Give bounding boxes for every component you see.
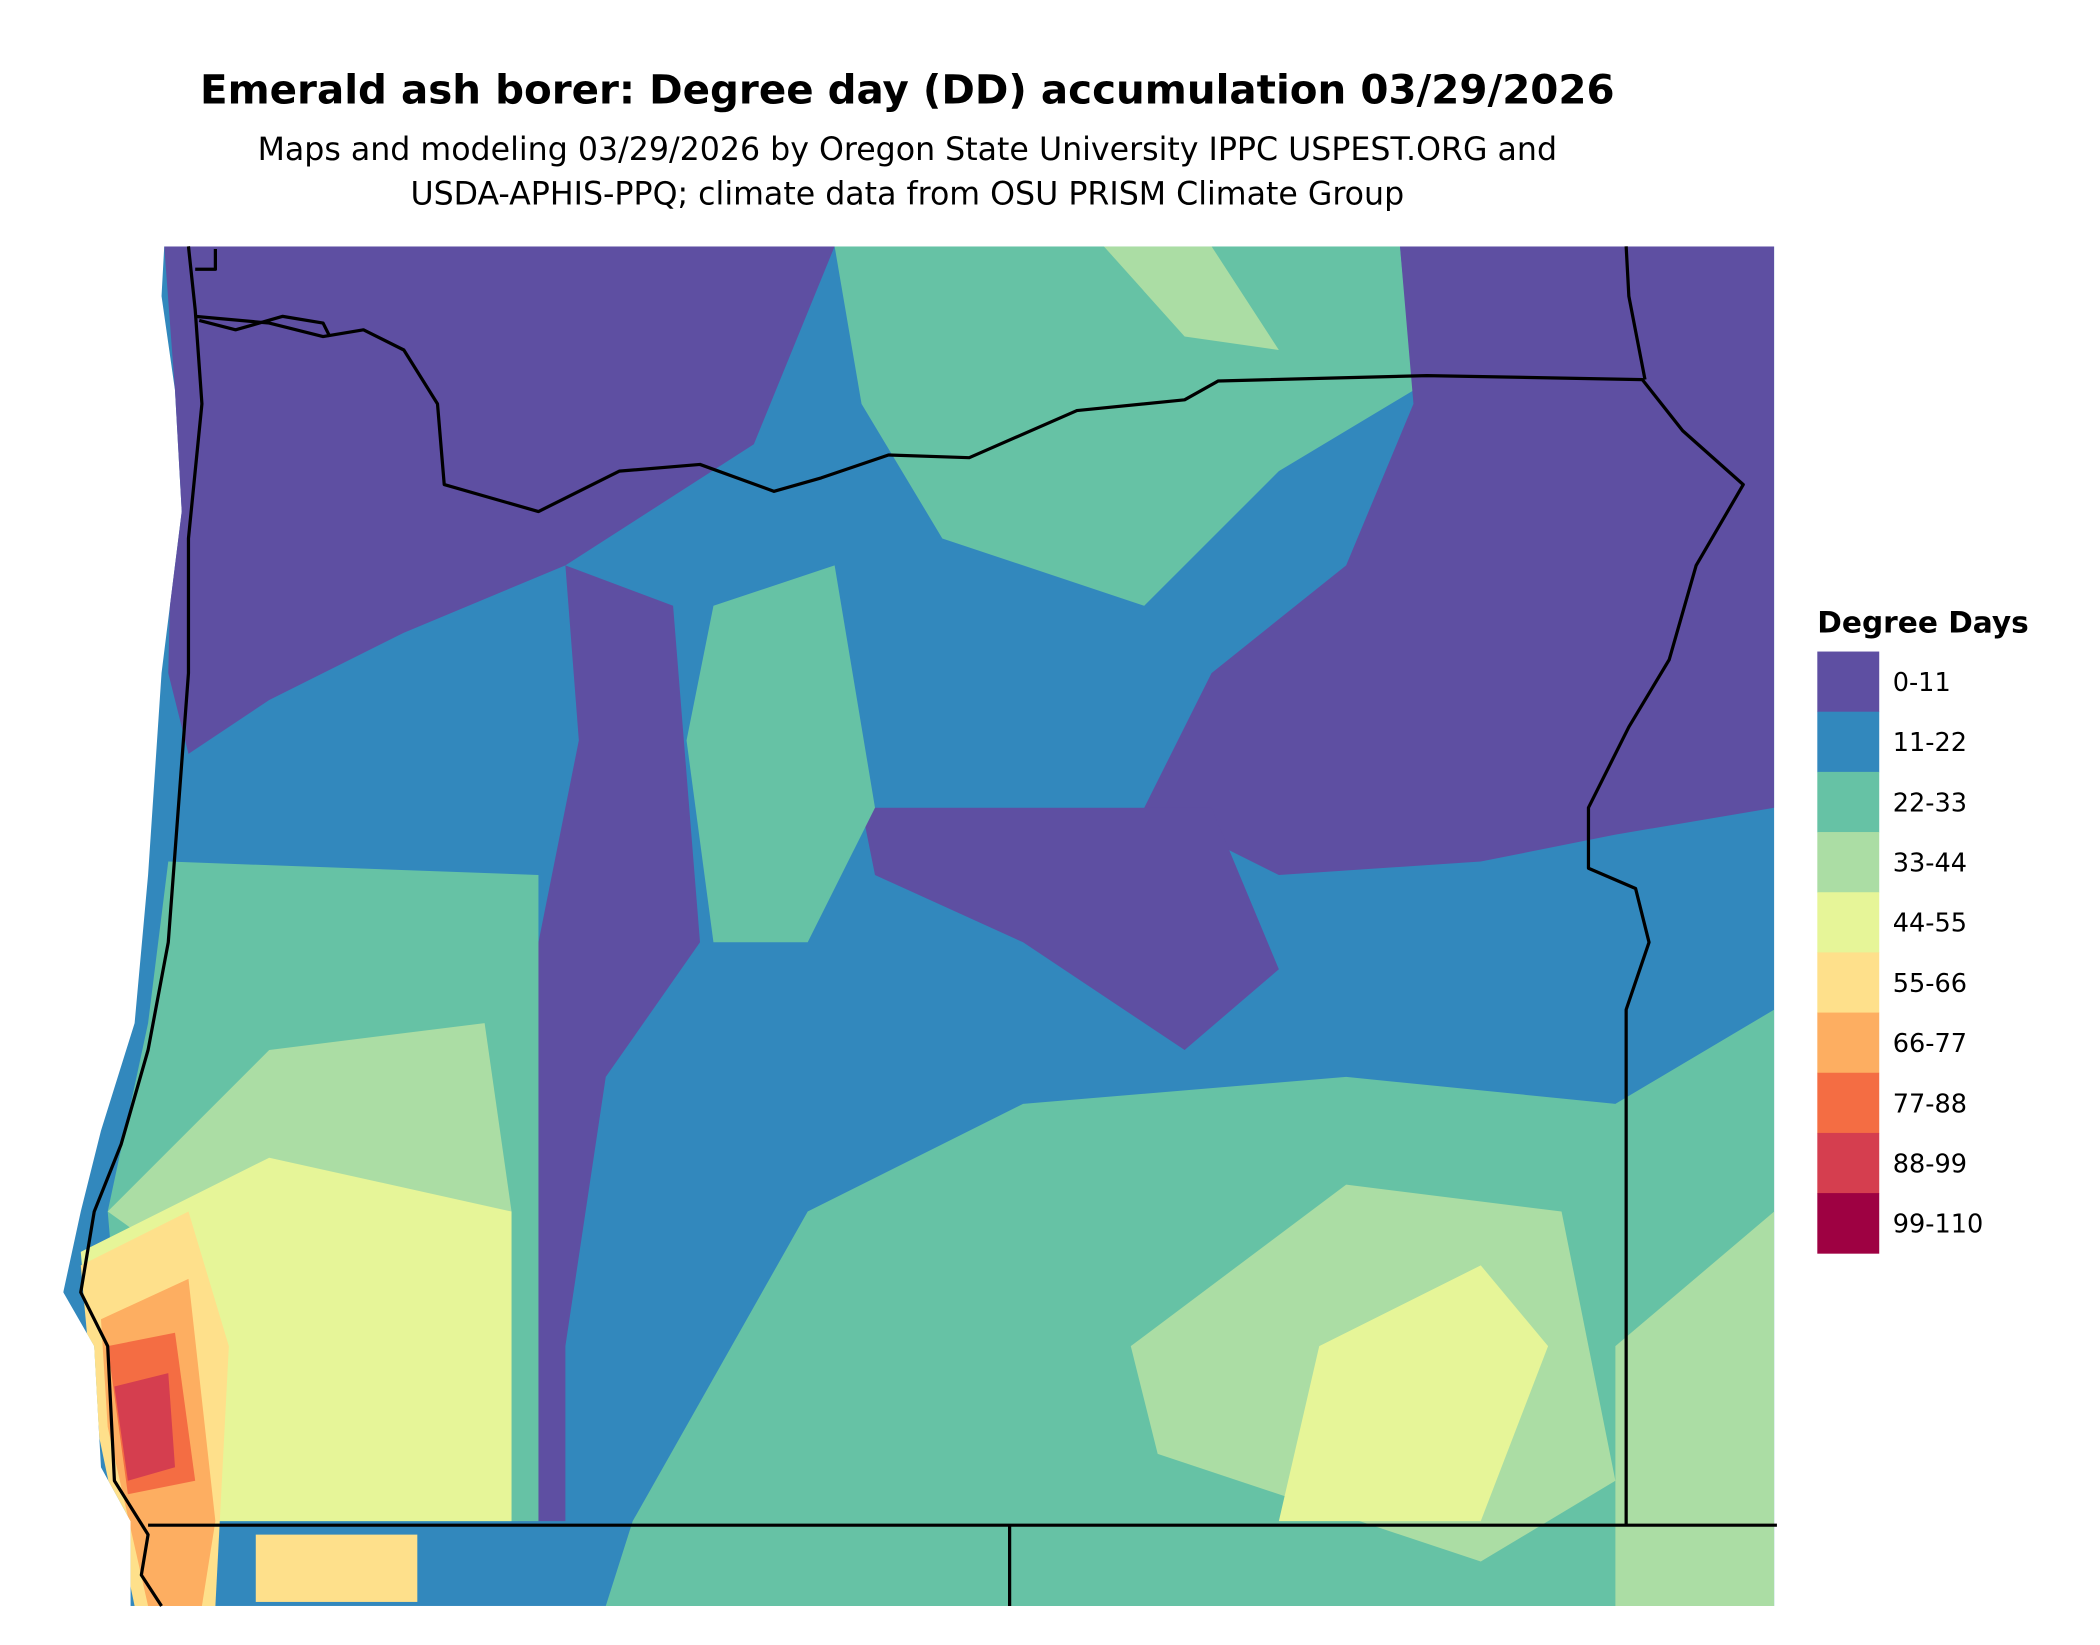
oregon-washington-border bbox=[195, 314, 1745, 1526]
legend-swatch bbox=[1817, 1193, 1880, 1254]
legend-label: 22-33 bbox=[1893, 788, 1967, 818]
legend-label: 44-55 bbox=[1893, 909, 1967, 939]
map-subtitle: USDA-APHIS-PPQ; climate data from OSU PR… bbox=[410, 177, 1404, 213]
legend-label: 33-44 bbox=[1893, 849, 1967, 879]
legend-swatch bbox=[1817, 711, 1880, 773]
puget-shore bbox=[195, 249, 332, 338]
legend-swatch bbox=[1817, 1012, 1880, 1074]
idaho-washington-border bbox=[1624, 246, 1647, 380]
map-subtitle: Maps and modeling 03/29/2026 by Oregon S… bbox=[258, 132, 1557, 168]
degree-day-raster bbox=[63, 246, 1775, 1606]
legend-title: Degree Days bbox=[1817, 606, 2029, 640]
legend-label: 55-66 bbox=[1893, 969, 1967, 999]
legend-label: 88-99 bbox=[1893, 1149, 1967, 1179]
legend-swatch bbox=[1817, 1072, 1880, 1134]
coastline bbox=[79, 246, 204, 1607]
legend-label: 77-88 bbox=[1893, 1089, 1967, 1119]
legend-label: 0-11 bbox=[1893, 668, 1951, 698]
legend-label: 99-110 bbox=[1893, 1210, 1984, 1240]
legend-swatch bbox=[1817, 771, 1880, 833]
legend-swatch bbox=[1817, 892, 1880, 953]
legend-swatch bbox=[1817, 651, 1880, 713]
legend: 0-11 11-22 22-33 33-44 44-55 55-66 66-77 77-88 8… bbox=[1817, 651, 1984, 1254]
legend-label: 66-77 bbox=[1893, 1029, 1967, 1059]
legend-label: 11-22 bbox=[1893, 728, 1967, 758]
legend-swatch bbox=[1817, 832, 1880, 893]
map-title: Emerald ash borer: Degree day (DD) accum… bbox=[200, 67, 1615, 114]
legend-swatch bbox=[1817, 1132, 1880, 1194]
legend-swatch bbox=[1817, 952, 1880, 1013]
state-borders bbox=[79, 246, 1777, 1607]
